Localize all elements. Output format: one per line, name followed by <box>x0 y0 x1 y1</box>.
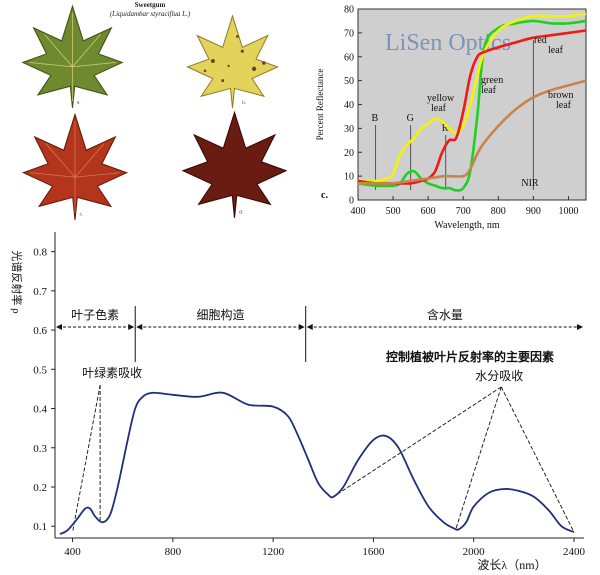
band-marker-label: G <box>407 113 414 124</box>
region-arrow-head <box>577 324 583 330</box>
annotation-label: 叶绿素吸收 <box>82 365 142 380</box>
y-tick-label: 0.2 <box>33 482 47 494</box>
y-tick-label: 30 <box>344 124 354 135</box>
annotation-leader <box>72 384 101 533</box>
annotation-leader <box>333 386 502 498</box>
y-tick-label: 0 <box>349 196 354 207</box>
series-line-brown-leaf <box>358 79 587 185</box>
series-label: leaf <box>556 100 572 111</box>
series-label: red <box>534 35 547 46</box>
y-tick-label: 10 <box>344 172 354 183</box>
x-axis-title: Wavelength, nm <box>434 220 500 231</box>
region-arrow-head <box>306 324 313 330</box>
x-tick-label: 2400 <box>563 546 586 558</box>
region-arrow-head <box>136 324 143 330</box>
region-arrow-head <box>298 324 305 330</box>
reflectance-curve <box>59 391 575 535</box>
annotation-label: 水分吸收 <box>475 369 523 383</box>
series-label: yellow <box>427 93 455 104</box>
watermark-text: LiSen Optics <box>385 30 511 56</box>
y-tick-label: 0.6 <box>33 325 47 337</box>
region-arrow-head <box>128 324 135 330</box>
y-tick-label: 0.7 <box>33 286 47 298</box>
y-axis-title: 光谱反射率 ρ <box>10 250 24 314</box>
region-label: 叶子色素 <box>71 308 119 322</box>
x-tick-label: 1600 <box>362 546 385 558</box>
x-tick-label: 500 <box>386 206 401 217</box>
panel-label: c. <box>321 190 328 201</box>
band-marker-label: NIR <box>521 178 539 189</box>
x-tick-label: 800 <box>165 546 182 558</box>
y-tick-label: 0.8 <box>33 247 47 259</box>
series-label: leaf <box>431 103 447 114</box>
region-label: 细胞构造 <box>196 307 244 322</box>
y-tick-label: 80 <box>344 5 354 16</box>
leaf-label-b: b. <box>242 101 246 106</box>
y-tick-label: 0.3 <box>33 443 47 455</box>
leaf-label-a: a. <box>77 100 81 106</box>
series-label: brown <box>548 90 574 101</box>
y-tick-label: 0.1 <box>33 521 47 533</box>
region-label: 含水量 <box>427 307 463 322</box>
y-tick-label: 0.4 <box>33 404 47 416</box>
x-tick-label: 400 <box>351 206 366 217</box>
series-label: leaf <box>481 85 497 96</box>
y-tick-label: 50 <box>344 76 354 87</box>
y-axis-title: Percent Reflectance <box>315 69 325 141</box>
x-tick-label: 1200 <box>262 546 285 558</box>
chart-title: 控制植被叶片反射率的主要因素 <box>386 349 554 364</box>
leaf-image-b: b. <box>186 14 279 109</box>
x-axis-title: 波长λ（nm） <box>477 558 546 572</box>
x-tick-label: 400 <box>64 546 81 558</box>
y-tick-label: 70 <box>344 28 354 39</box>
band-marker-label: B <box>372 113 379 124</box>
leaf-label-c: c. <box>79 211 83 217</box>
x-tick-label: 1000 <box>558 206 578 217</box>
leaf-label-d: d. <box>239 209 244 215</box>
band-marker-label: R <box>442 123 449 134</box>
leaf-image-c: c. <box>22 112 128 220</box>
leaf-image-d: d. <box>181 110 288 218</box>
leaf-panel-subtitle: (Liquidambar styraciflua L.) <box>109 10 191 18</box>
x-tick-label: 800 <box>491 206 506 217</box>
series-line-green-leaf <box>357 19 587 192</box>
y-tick-label: 20 <box>344 148 354 159</box>
region-arrow-head <box>56 324 62 330</box>
series-line-red-leaf <box>357 29 587 185</box>
series-label: green <box>481 75 503 86</box>
series-line-yellow-leaf <box>357 12 587 183</box>
x-tick-label: 700 <box>456 206 471 217</box>
series-label: leaf <box>548 45 564 56</box>
leaf-panel-title: Sweetgum <box>134 1 166 9</box>
x-tick-label: 600 <box>421 206 436 217</box>
y-tick-label: 0.5 <box>33 364 47 376</box>
x-tick-label: 900 <box>526 206 541 217</box>
y-tick-label: 40 <box>344 100 354 111</box>
annotation-leader <box>500 386 575 533</box>
leaf-image-a: a. <box>21 4 124 108</box>
plot-area <box>357 8 587 201</box>
annotation-leader <box>455 386 502 529</box>
x-tick-label: 2000 <box>463 546 486 558</box>
y-tick-label: 60 <box>344 52 354 63</box>
